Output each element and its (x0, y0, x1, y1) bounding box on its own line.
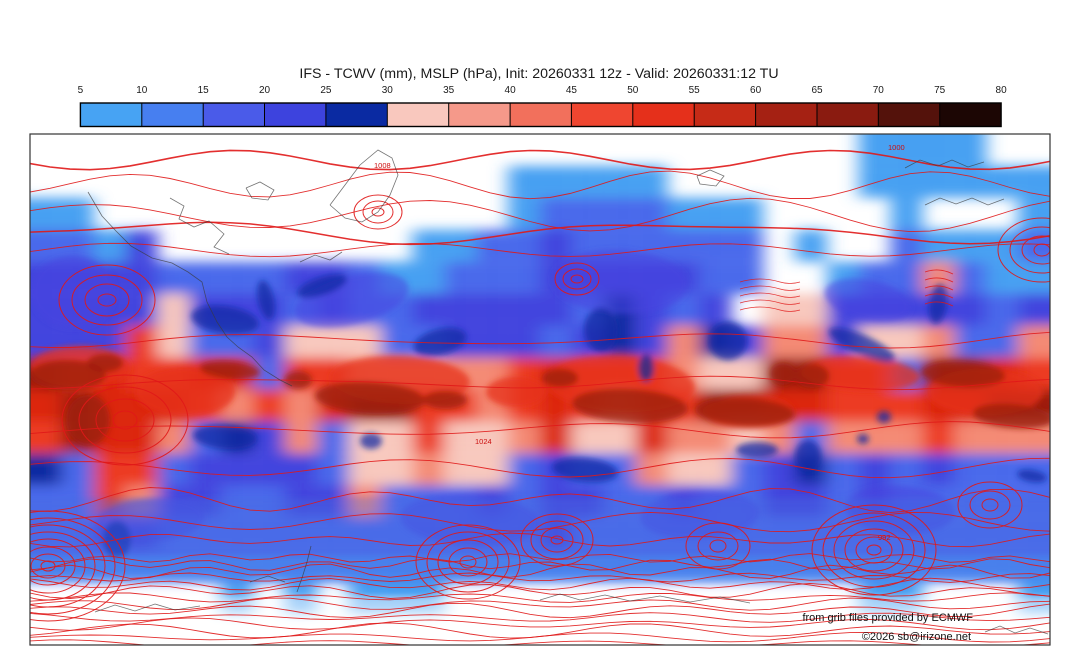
svg-text:50: 50 (627, 85, 639, 96)
svg-text:70: 70 (873, 85, 885, 96)
svg-text:75: 75 (934, 85, 946, 96)
svg-text:45: 45 (566, 85, 578, 96)
svg-text:15: 15 (198, 85, 210, 96)
svg-text:35: 35 (443, 85, 455, 96)
svg-text:1000: 1000 (888, 143, 905, 152)
svg-text:992: 992 (878, 533, 891, 542)
svg-text:55: 55 (689, 85, 701, 96)
svg-text:10: 10 (136, 85, 148, 96)
svg-text:5: 5 (78, 85, 84, 96)
svg-text:25: 25 (320, 85, 332, 96)
svg-text:IFS - TCWV (mm), MSLP (hPa), I: IFS - TCWV (mm), MSLP (hPa), Init: 20260… (299, 66, 778, 82)
svg-text:1024: 1024 (475, 437, 492, 446)
svg-text:from grib files provided by EC: from grib files provided by ECMWF (802, 612, 973, 624)
svg-text:1008: 1008 (374, 161, 391, 170)
svg-text:20: 20 (259, 85, 271, 96)
svg-text:30: 30 (382, 85, 394, 96)
svg-text:40: 40 (505, 85, 517, 96)
svg-text:65: 65 (811, 85, 823, 96)
svg-text:80: 80 (996, 85, 1008, 96)
svg-text:©2026 sb@irizone.net: ©2026 sb@irizone.net (862, 631, 971, 643)
svg-text:60: 60 (750, 85, 762, 96)
